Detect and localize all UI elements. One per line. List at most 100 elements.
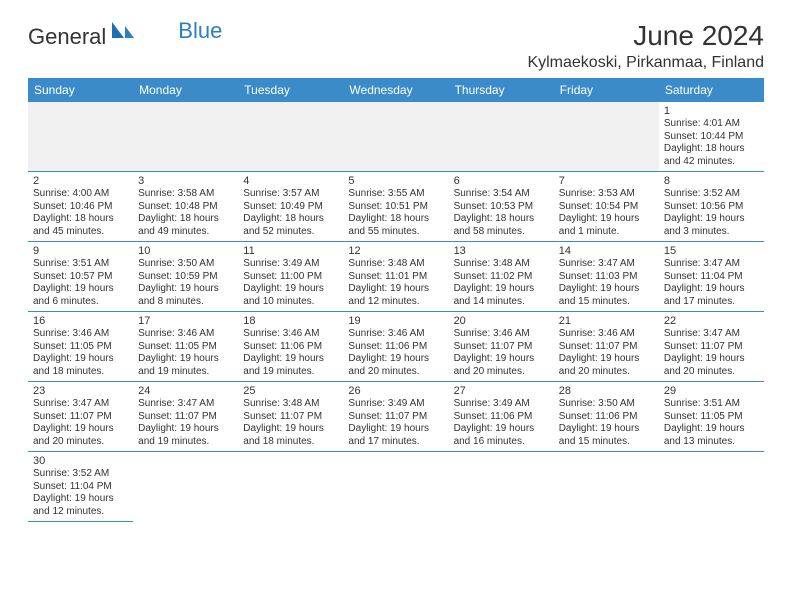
day-number: 2 xyxy=(33,175,128,187)
daylight-text: Daylight: 18 hours and 55 minutes. xyxy=(348,213,443,238)
sunset-text: Sunset: 11:07 PM xyxy=(243,411,338,424)
day-cell: 16Sunrise: 3:46 AMSunset: 11:05 PMDaylig… xyxy=(28,312,133,382)
day-number: 27 xyxy=(454,385,549,397)
sunset-text: Sunset: 11:06 PM xyxy=(348,341,443,354)
day-number: 28 xyxy=(559,385,654,397)
calendar-week-row: 16Sunrise: 3:46 AMSunset: 11:05 PMDaylig… xyxy=(28,312,764,382)
day-number: 17 xyxy=(138,315,233,327)
day-number: 13 xyxy=(454,245,549,257)
sunrise-text: Sunrise: 3:46 AM xyxy=(348,328,443,341)
sunset-text: Sunset: 11:04 PM xyxy=(33,481,128,494)
day-number: 26 xyxy=(348,385,443,397)
day-cell: 27Sunrise: 3:49 AMSunset: 11:06 PMDaylig… xyxy=(449,382,554,452)
day-number: 12 xyxy=(348,245,443,257)
empty-cell xyxy=(554,102,659,172)
day-number: 9 xyxy=(33,245,128,257)
weekday-header: Thursday xyxy=(449,78,554,102)
sunset-text: Sunset: 11:03 PM xyxy=(559,271,654,284)
sunset-text: Sunset: 11:07 PM xyxy=(348,411,443,424)
day-cell: 6Sunrise: 3:54 AMSunset: 10:53 PMDayligh… xyxy=(449,172,554,242)
empty-cell xyxy=(133,102,238,172)
calendar-week-row: 2Sunrise: 4:00 AMSunset: 10:46 PMDayligh… xyxy=(28,172,764,242)
sunset-text: Sunset: 11:07 PM xyxy=(454,341,549,354)
sunset-text: Sunset: 10:49 PM xyxy=(243,201,338,214)
brand-part1: General xyxy=(28,24,106,50)
day-cell: 14Sunrise: 3:47 AMSunset: 11:03 PMDaylig… xyxy=(554,242,659,312)
sunrise-text: Sunrise: 3:48 AM xyxy=(348,258,443,271)
empty-cell xyxy=(449,452,554,522)
calendar-head: SundayMondayTuesdayWednesdayThursdayFrid… xyxy=(28,78,764,102)
daylight-text: Daylight: 18 hours and 42 minutes. xyxy=(664,143,759,168)
sunset-text: Sunset: 11:00 PM xyxy=(243,271,338,284)
day-cell: 17Sunrise: 3:46 AMSunset: 11:05 PMDaylig… xyxy=(133,312,238,382)
page-title: June 2024 xyxy=(527,20,764,52)
empty-cell xyxy=(343,102,448,172)
sunrise-text: Sunrise: 3:57 AM xyxy=(243,188,338,201)
daylight-text: Daylight: 19 hours and 18 minutes. xyxy=(33,353,128,378)
sail-icon xyxy=(110,20,136,46)
daylight-text: Daylight: 19 hours and 19 minutes. xyxy=(138,353,233,378)
sunrise-text: Sunrise: 3:50 AM xyxy=(559,398,654,411)
day-cell: 30Sunrise: 3:52 AMSunset: 11:04 PMDaylig… xyxy=(28,452,133,522)
sunset-text: Sunset: 11:05 PM xyxy=(33,341,128,354)
sunset-text: Sunset: 11:07 PM xyxy=(559,341,654,354)
day-number: 6 xyxy=(454,175,549,187)
sunset-text: Sunset: 11:05 PM xyxy=(138,341,233,354)
day-number: 25 xyxy=(243,385,338,397)
sunset-text: Sunset: 11:02 PM xyxy=(454,271,549,284)
empty-cell xyxy=(133,452,238,522)
sunrise-text: Sunrise: 3:48 AM xyxy=(243,398,338,411)
header-row: General Blue June 2024 Kylmaekoski, Pirk… xyxy=(28,20,764,72)
sunrise-text: Sunrise: 3:54 AM xyxy=(454,188,549,201)
daylight-text: Daylight: 19 hours and 20 minutes. xyxy=(33,423,128,448)
calendar-table: SundayMondayTuesdayWednesdayThursdayFrid… xyxy=(28,78,764,522)
daylight-text: Daylight: 19 hours and 20 minutes. xyxy=(559,353,654,378)
sunrise-text: Sunrise: 3:46 AM xyxy=(559,328,654,341)
sunset-text: Sunset: 10:54 PM xyxy=(559,201,654,214)
day-number: 22 xyxy=(664,315,759,327)
daylight-text: Daylight: 18 hours and 58 minutes. xyxy=(454,213,549,238)
calendar-body: 1Sunrise: 4:01 AMSunset: 10:44 PMDayligh… xyxy=(28,102,764,522)
daylight-text: Daylight: 19 hours and 3 minutes. xyxy=(664,213,759,238)
daylight-text: Daylight: 19 hours and 19 minutes. xyxy=(138,423,233,448)
daylight-text: Daylight: 19 hours and 16 minutes. xyxy=(454,423,549,448)
sunrise-text: Sunrise: 3:46 AM xyxy=(138,328,233,341)
sunrise-text: Sunrise: 3:58 AM xyxy=(138,188,233,201)
daylight-text: Daylight: 19 hours and 8 minutes. xyxy=(138,283,233,308)
sunrise-text: Sunrise: 3:51 AM xyxy=(664,398,759,411)
daylight-text: Daylight: 19 hours and 17 minutes. xyxy=(664,283,759,308)
daylight-text: Daylight: 19 hours and 15 minutes. xyxy=(559,423,654,448)
empty-cell xyxy=(238,452,343,522)
day-number: 23 xyxy=(33,385,128,397)
sunset-text: Sunset: 11:06 PM xyxy=(454,411,549,424)
daylight-text: Daylight: 19 hours and 10 minutes. xyxy=(243,283,338,308)
day-number: 14 xyxy=(559,245,654,257)
daylight-text: Daylight: 18 hours and 52 minutes. xyxy=(243,213,338,238)
sunset-text: Sunset: 10:44 PM xyxy=(664,131,759,144)
sunset-text: Sunset: 11:01 PM xyxy=(348,271,443,284)
title-block: June 2024 Kylmaekoski, Pirkanmaa, Finlan… xyxy=(527,20,764,72)
sunrise-text: Sunrise: 3:46 AM xyxy=(33,328,128,341)
sunrise-text: Sunrise: 3:52 AM xyxy=(33,468,128,481)
sunset-text: Sunset: 10:59 PM xyxy=(138,271,233,284)
day-cell: 3Sunrise: 3:58 AMSunset: 10:48 PMDayligh… xyxy=(133,172,238,242)
day-cell: 8Sunrise: 3:52 AMSunset: 10:56 PMDayligh… xyxy=(659,172,764,242)
sunrise-text: Sunrise: 3:47 AM xyxy=(138,398,233,411)
daylight-text: Daylight: 19 hours and 20 minutes. xyxy=(454,353,549,378)
location-text: Kylmaekoski, Pirkanmaa, Finland xyxy=(527,54,764,72)
daylight-text: Daylight: 19 hours and 17 minutes. xyxy=(348,423,443,448)
sunrise-text: Sunrise: 3:47 AM xyxy=(33,398,128,411)
sunrise-text: Sunrise: 3:47 AM xyxy=(559,258,654,271)
sunset-text: Sunset: 11:04 PM xyxy=(664,271,759,284)
sunset-text: Sunset: 10:53 PM xyxy=(454,201,549,214)
sunrise-text: Sunrise: 3:52 AM xyxy=(664,188,759,201)
sunrise-text: Sunrise: 3:49 AM xyxy=(243,258,338,271)
daylight-text: Daylight: 19 hours and 18 minutes. xyxy=(243,423,338,448)
day-cell: 11Sunrise: 3:49 AMSunset: 11:00 PMDaylig… xyxy=(238,242,343,312)
empty-cell xyxy=(554,452,659,522)
sunset-text: Sunset: 11:07 PM xyxy=(664,341,759,354)
day-number: 30 xyxy=(33,455,128,467)
sunrise-text: Sunrise: 3:48 AM xyxy=(454,258,549,271)
day-number: 15 xyxy=(664,245,759,257)
day-number: 21 xyxy=(559,315,654,327)
